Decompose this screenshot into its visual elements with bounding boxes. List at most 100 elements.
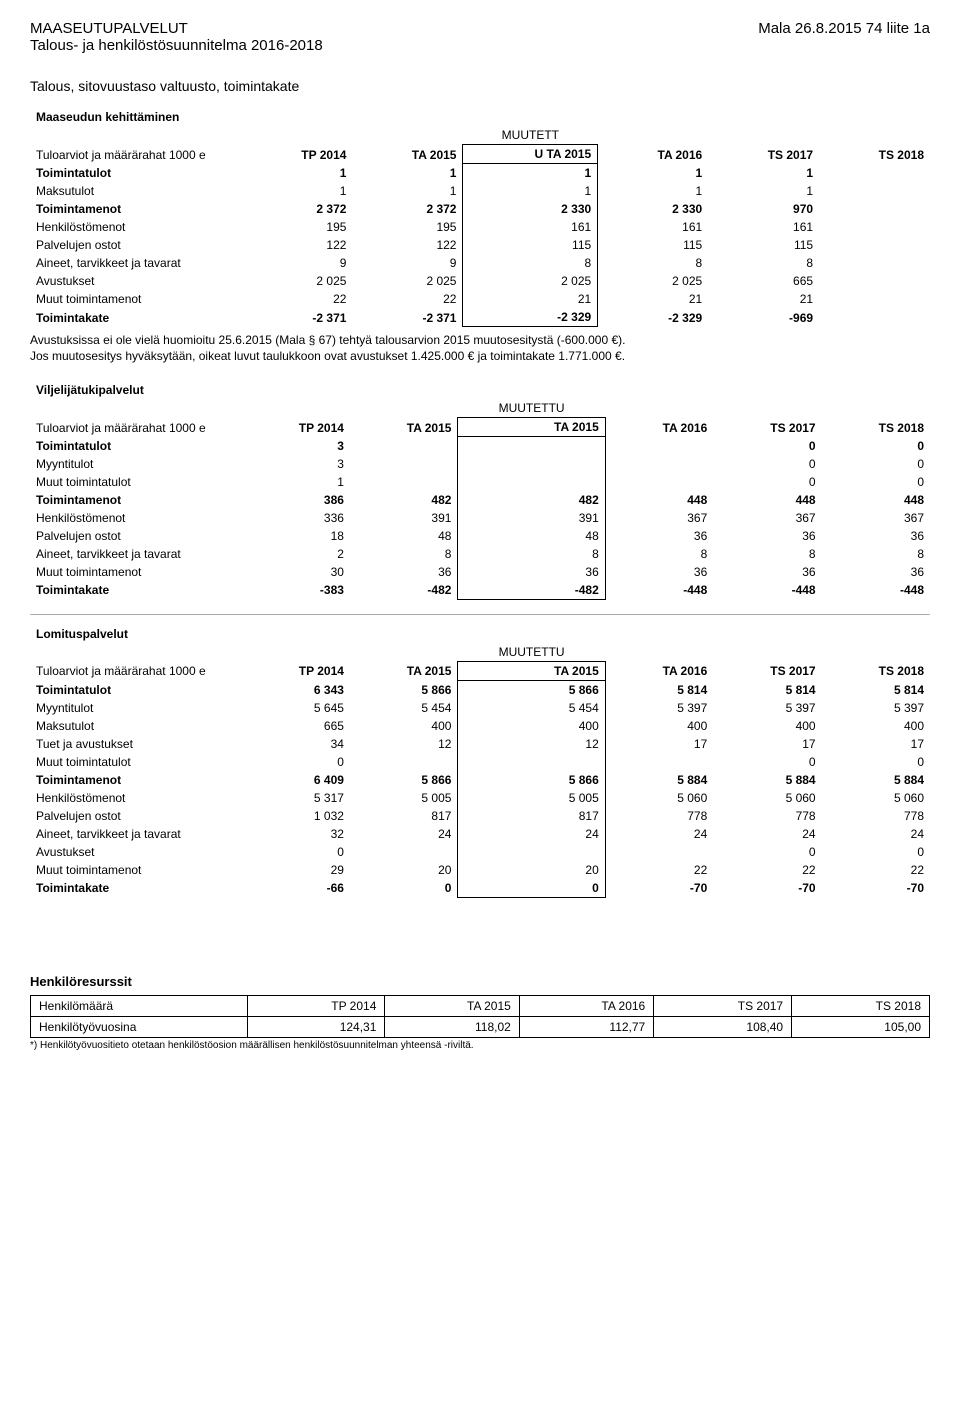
cell: -2 329 [463, 308, 598, 327]
hr-header: TP 2014 [248, 995, 385, 1016]
row-label: Toimintatulot [30, 164, 242, 183]
cell: 17 [822, 735, 930, 753]
cell: 2 025 [598, 272, 709, 290]
cell: -70 [822, 879, 930, 898]
cell: 8 [713, 545, 821, 563]
cell: 2 025 [352, 272, 463, 290]
hr-header: Henkilömäärä [31, 995, 248, 1016]
cell: 0 [350, 879, 458, 898]
cell: 2 025 [242, 272, 352, 290]
cell: -448 [605, 581, 713, 600]
cell [350, 437, 458, 455]
cell: 0 [713, 843, 821, 861]
cell: 32 [242, 825, 350, 843]
cell: 5 645 [242, 699, 350, 717]
cell: 20 [350, 861, 458, 879]
col-ts2018: TS 2018 [819, 145, 930, 164]
cell: -2 329 [598, 308, 709, 327]
cell [605, 843, 713, 861]
cell: 5 884 [822, 771, 930, 789]
cell: 778 [713, 807, 821, 825]
row-label: Avustukset [30, 272, 242, 290]
cell: 400 [713, 717, 821, 735]
table-row: Henkilöstömenot336391391367367367 [30, 509, 930, 527]
cell: 2 330 [598, 200, 709, 218]
cell: 18 [242, 527, 350, 545]
cell: 195 [352, 218, 463, 236]
cell: 1 [352, 182, 463, 200]
cell: 400 [605, 717, 713, 735]
table1-note2: Jos muutosesitys hyväksytään, oikeat luv… [30, 349, 930, 363]
row-label: Henkilöstömenot [30, 789, 242, 807]
row-label: Muut toimintamenot [30, 290, 242, 308]
table-row: Toimintamenot6 4095 8665 8665 8845 8845 … [30, 771, 930, 789]
cell: 2 330 [463, 200, 598, 218]
cell: 22 [352, 290, 463, 308]
cell: 0 [713, 437, 821, 455]
cell: 0 [242, 843, 350, 861]
cell: 48 [350, 527, 458, 545]
table-row: Toimintatulot11111 [30, 164, 930, 183]
cell: 17 [713, 735, 821, 753]
cell: 5 060 [822, 789, 930, 807]
cell: 0 [713, 455, 821, 473]
table1-title: Maaseudun kehittäminen [30, 108, 930, 126]
cell: 1 [598, 182, 709, 200]
cell [458, 473, 605, 491]
cell: 5 866 [458, 771, 605, 789]
cell: 21 [463, 290, 598, 308]
cell: 8 [605, 545, 713, 563]
row-label-header: Tuloarviot ja määrärahat 1000 e [30, 145, 242, 164]
cell: -383 [242, 581, 350, 600]
cell: 161 [708, 218, 819, 236]
cell: -448 [713, 581, 821, 600]
cell: 391 [350, 509, 458, 527]
cell: 36 [713, 527, 821, 545]
cell: 970 [708, 200, 819, 218]
cell: 5 814 [605, 680, 713, 699]
row-label: Toimintamenot [30, 491, 242, 509]
cell: 386 [242, 491, 350, 509]
table-row: Aineet, tarvikkeet ja tavarat288888 [30, 545, 930, 563]
cell: 115 [598, 236, 709, 254]
table-row: Avustukset000 [30, 843, 930, 861]
cell: 36 [822, 527, 930, 545]
cell [458, 455, 605, 473]
cell: 400 [458, 717, 605, 735]
cell: 36 [458, 563, 605, 581]
cell: 5 814 [713, 680, 821, 699]
cell: 367 [822, 509, 930, 527]
cell: 0 [713, 473, 821, 491]
cell: 817 [350, 807, 458, 825]
row-label: Maksutulot [30, 182, 242, 200]
cell: 21 [708, 290, 819, 308]
hr-cell: 124,31 [248, 1016, 385, 1037]
cell: 22 [605, 861, 713, 879]
row-label: Palvelujen ostot [30, 807, 242, 825]
row-label: Palvelujen ostot [30, 527, 242, 545]
table-lomitus: Lomituspalvelut MUUTETTU Tuloarviot ja m… [30, 625, 930, 898]
table-row: Maksutulot665400400400400400 [30, 717, 930, 735]
row-label-header-3: Tuloarviot ja määrärahat 1000 e [30, 661, 242, 680]
col-ts2017: TS 2017 [708, 145, 819, 164]
table-row: Palvelujen ostot184848363636 [30, 527, 930, 545]
table-row: Toimintakate-6600-70-70-70 [30, 879, 930, 898]
cell: 115 [463, 236, 598, 254]
cell: 122 [242, 236, 352, 254]
cell: 34 [242, 735, 350, 753]
table1-note1: Avustuksissa ei ole vielä huomioitu 25.6… [30, 333, 930, 347]
cell: 9 [352, 254, 463, 272]
cell: 1 [463, 164, 598, 183]
cell: 20 [458, 861, 605, 879]
cell: 5 397 [605, 699, 713, 717]
cell [458, 753, 605, 771]
cell: 1 [242, 164, 352, 183]
cell: -969 [708, 308, 819, 327]
cell: 36 [605, 527, 713, 545]
cell: 0 [822, 437, 930, 455]
cell: 6 409 [242, 771, 350, 789]
table-row: Tuet ja avustukset341212171717 [30, 735, 930, 753]
cell: 2 372 [352, 200, 463, 218]
hr-cell: Henkilötyövuosina [31, 1016, 248, 1037]
table-row: Toimintamenot2 3722 3722 3302 330970 [30, 200, 930, 218]
